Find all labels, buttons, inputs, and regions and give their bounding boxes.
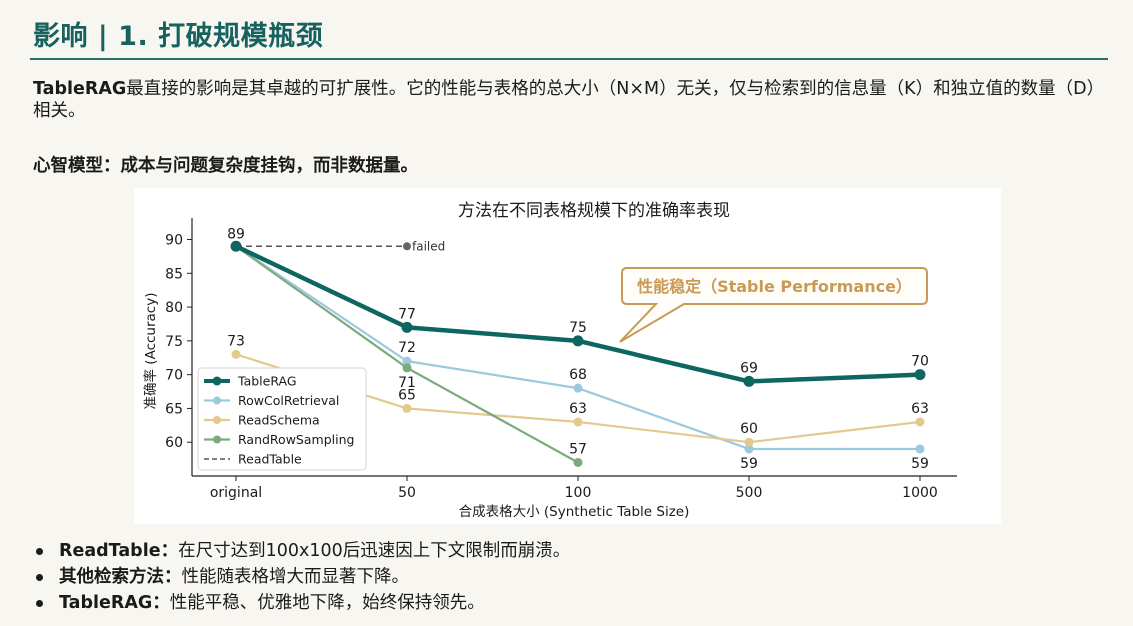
data-point-tablerag bbox=[401, 321, 413, 333]
data-point-readschema bbox=[573, 417, 583, 427]
y-tick-label: 80 bbox=[165, 300, 183, 316]
y-tick-label: 60 bbox=[165, 435, 183, 451]
legend-marker bbox=[213, 396, 221, 405]
data-label: 68 bbox=[569, 367, 587, 383]
data-label: 63 bbox=[569, 401, 587, 417]
y-axis-label: 准确率 (Accuracy) bbox=[142, 293, 159, 410]
data-point-tablerag bbox=[914, 369, 926, 381]
x-axis-label: 合成表格大小 (Synthetic Table Size) bbox=[459, 504, 690, 520]
intro-paragraph: TableRAG最直接的影响是其卓越的可扩展性。它的性能与表格的总大小（N×M）… bbox=[33, 78, 1103, 122]
y-tick-label: 90 bbox=[165, 233, 183, 249]
legend-marker bbox=[213, 416, 221, 424]
data-label: 73 bbox=[227, 333, 245, 349]
legend-label: RowColRetrieval bbox=[238, 393, 339, 408]
data-label: 59 bbox=[911, 456, 929, 472]
data-point-rowcolretrieval bbox=[915, 444, 925, 454]
callout-text: 性能稳定（Stable Performance） bbox=[637, 277, 912, 296]
intro-term: TableRAG bbox=[33, 79, 127, 99]
data-label: 71 bbox=[398, 375, 416, 391]
x-tick-label: 500 bbox=[736, 485, 763, 501]
x-tick-label: 50 bbox=[398, 485, 416, 501]
x-tick-label: 1000 bbox=[902, 485, 938, 501]
x-tick-label: 100 bbox=[565, 485, 592, 501]
chart-points bbox=[230, 240, 926, 467]
legend-marker bbox=[212, 376, 222, 386]
legend-label: RandRowSampling bbox=[238, 432, 354, 447]
bullet-text: 性能平稳、优雅地下降，始终保持领先。 bbox=[169, 593, 485, 613]
data-point-tablerag bbox=[230, 240, 242, 252]
y-tick-label: 70 bbox=[165, 368, 183, 384]
stable-performance-callout bbox=[619, 267, 928, 343]
chart-svg: 方法在不同表格规模下的准确率表现 60 65 70 75 80 85 90 original 5… bbox=[142, 201, 957, 520]
accuracy-chart: 方法在不同表格规模下的准确率表现 60 65 70 75 80 85 90 original 5… bbox=[134, 188, 1001, 524]
intro-text: 最直接的影响是其卓越的可扩展性。它的性能与表格的总大小（N×M）无关，仅与检索到… bbox=[33, 79, 1096, 121]
data-label: 75 bbox=[569, 320, 587, 336]
data-point-readschema bbox=[915, 417, 925, 427]
data-point-readschema bbox=[231, 349, 241, 359]
legend-marker bbox=[213, 435, 221, 444]
data-point-tablerag bbox=[743, 375, 755, 387]
data-point-readtable bbox=[403, 242, 411, 251]
chart-data-labels: 89 77 75 69 70 72 68 59 59 73 65 63 60 63 71 57 bbox=[227, 226, 929, 472]
data-point-rowcolretrieval bbox=[573, 383, 583, 393]
mental-model-heading: 心智模型：成本与问题复杂度挂钩，而非数据量。 bbox=[33, 156, 418, 176]
data-label: 63 bbox=[911, 401, 929, 417]
bullet-item: ReadTable：在尺寸达到100x100后迅速因上下文限制而崩溃。 bbox=[33, 538, 570, 564]
data-point-readschema bbox=[744, 437, 754, 447]
series-line-tablerag bbox=[235, 244, 921, 384]
chart-annotations: failed 性能稳定（Stable Performance） bbox=[412, 239, 928, 343]
data-label: 57 bbox=[569, 441, 587, 457]
y-tick-label: 65 bbox=[165, 401, 183, 417]
chart-axes: 60 65 70 75 80 85 90 original 50 100 500 1000 合成表格大小… bbox=[142, 218, 957, 520]
data-label: 77 bbox=[398, 306, 416, 322]
y-tick-label: 75 bbox=[165, 334, 183, 350]
chart-title: 方法在不同表格规模下的准确率表现 bbox=[458, 201, 730, 221]
legend-label: ReadSchema bbox=[238, 413, 320, 428]
data-label: 69 bbox=[740, 360, 758, 376]
data-label: 89 bbox=[227, 226, 245, 242]
data-label: 60 bbox=[740, 421, 758, 437]
legend-box bbox=[197, 367, 367, 471]
bullet-text: 性能随表格增大而显著下降。 bbox=[181, 567, 410, 587]
data-point-randrowsampling bbox=[573, 457, 583, 467]
bullet-item: 其他检索方法：性能随表格增大而显著下降。 bbox=[33, 564, 570, 590]
bullet-item: TableRAG：性能平稳、优雅地下降，始终保持领先。 bbox=[33, 590, 570, 616]
y-tick-label: 85 bbox=[165, 266, 183, 282]
data-point-randrowsampling bbox=[402, 363, 412, 373]
data-point-rowcolretrieval bbox=[402, 356, 412, 366]
data-label: 70 bbox=[911, 354, 929, 370]
bullet-term: TableRAG： bbox=[59, 593, 170, 613]
failed-annotation: failed bbox=[412, 239, 445, 253]
data-point-readschema bbox=[402, 403, 412, 413]
title-divider bbox=[30, 58, 1108, 60]
x-tick-label: original bbox=[210, 485, 262, 501]
bullet-list: ReadTable：在尺寸达到100x100后迅速因上下文限制而崩溃。 其他检索… bbox=[33, 538, 570, 616]
legend-label: ReadTable bbox=[238, 452, 302, 467]
legend-label: TableRAG bbox=[237, 374, 297, 389]
chart-legend: TableRAG RowColRetrieval ReadSchema RandRow… bbox=[197, 367, 367, 471]
bullet-term: ReadTable： bbox=[59, 541, 179, 561]
data-label: 65 bbox=[398, 387, 416, 403]
data-point-rowcolretrieval bbox=[744, 444, 754, 454]
bullet-text: 在尺寸达到100x100后迅速因上下文限制而崩溃。 bbox=[178, 541, 571, 561]
data-point-tablerag bbox=[572, 335, 584, 347]
data-label: 72 bbox=[398, 340, 416, 356]
bullet-term: 其他检索方法： bbox=[59, 567, 182, 587]
data-label: 59 bbox=[740, 456, 758, 472]
page-title: 影响 | 1. 打破规模瓶颈 bbox=[33, 21, 324, 52]
